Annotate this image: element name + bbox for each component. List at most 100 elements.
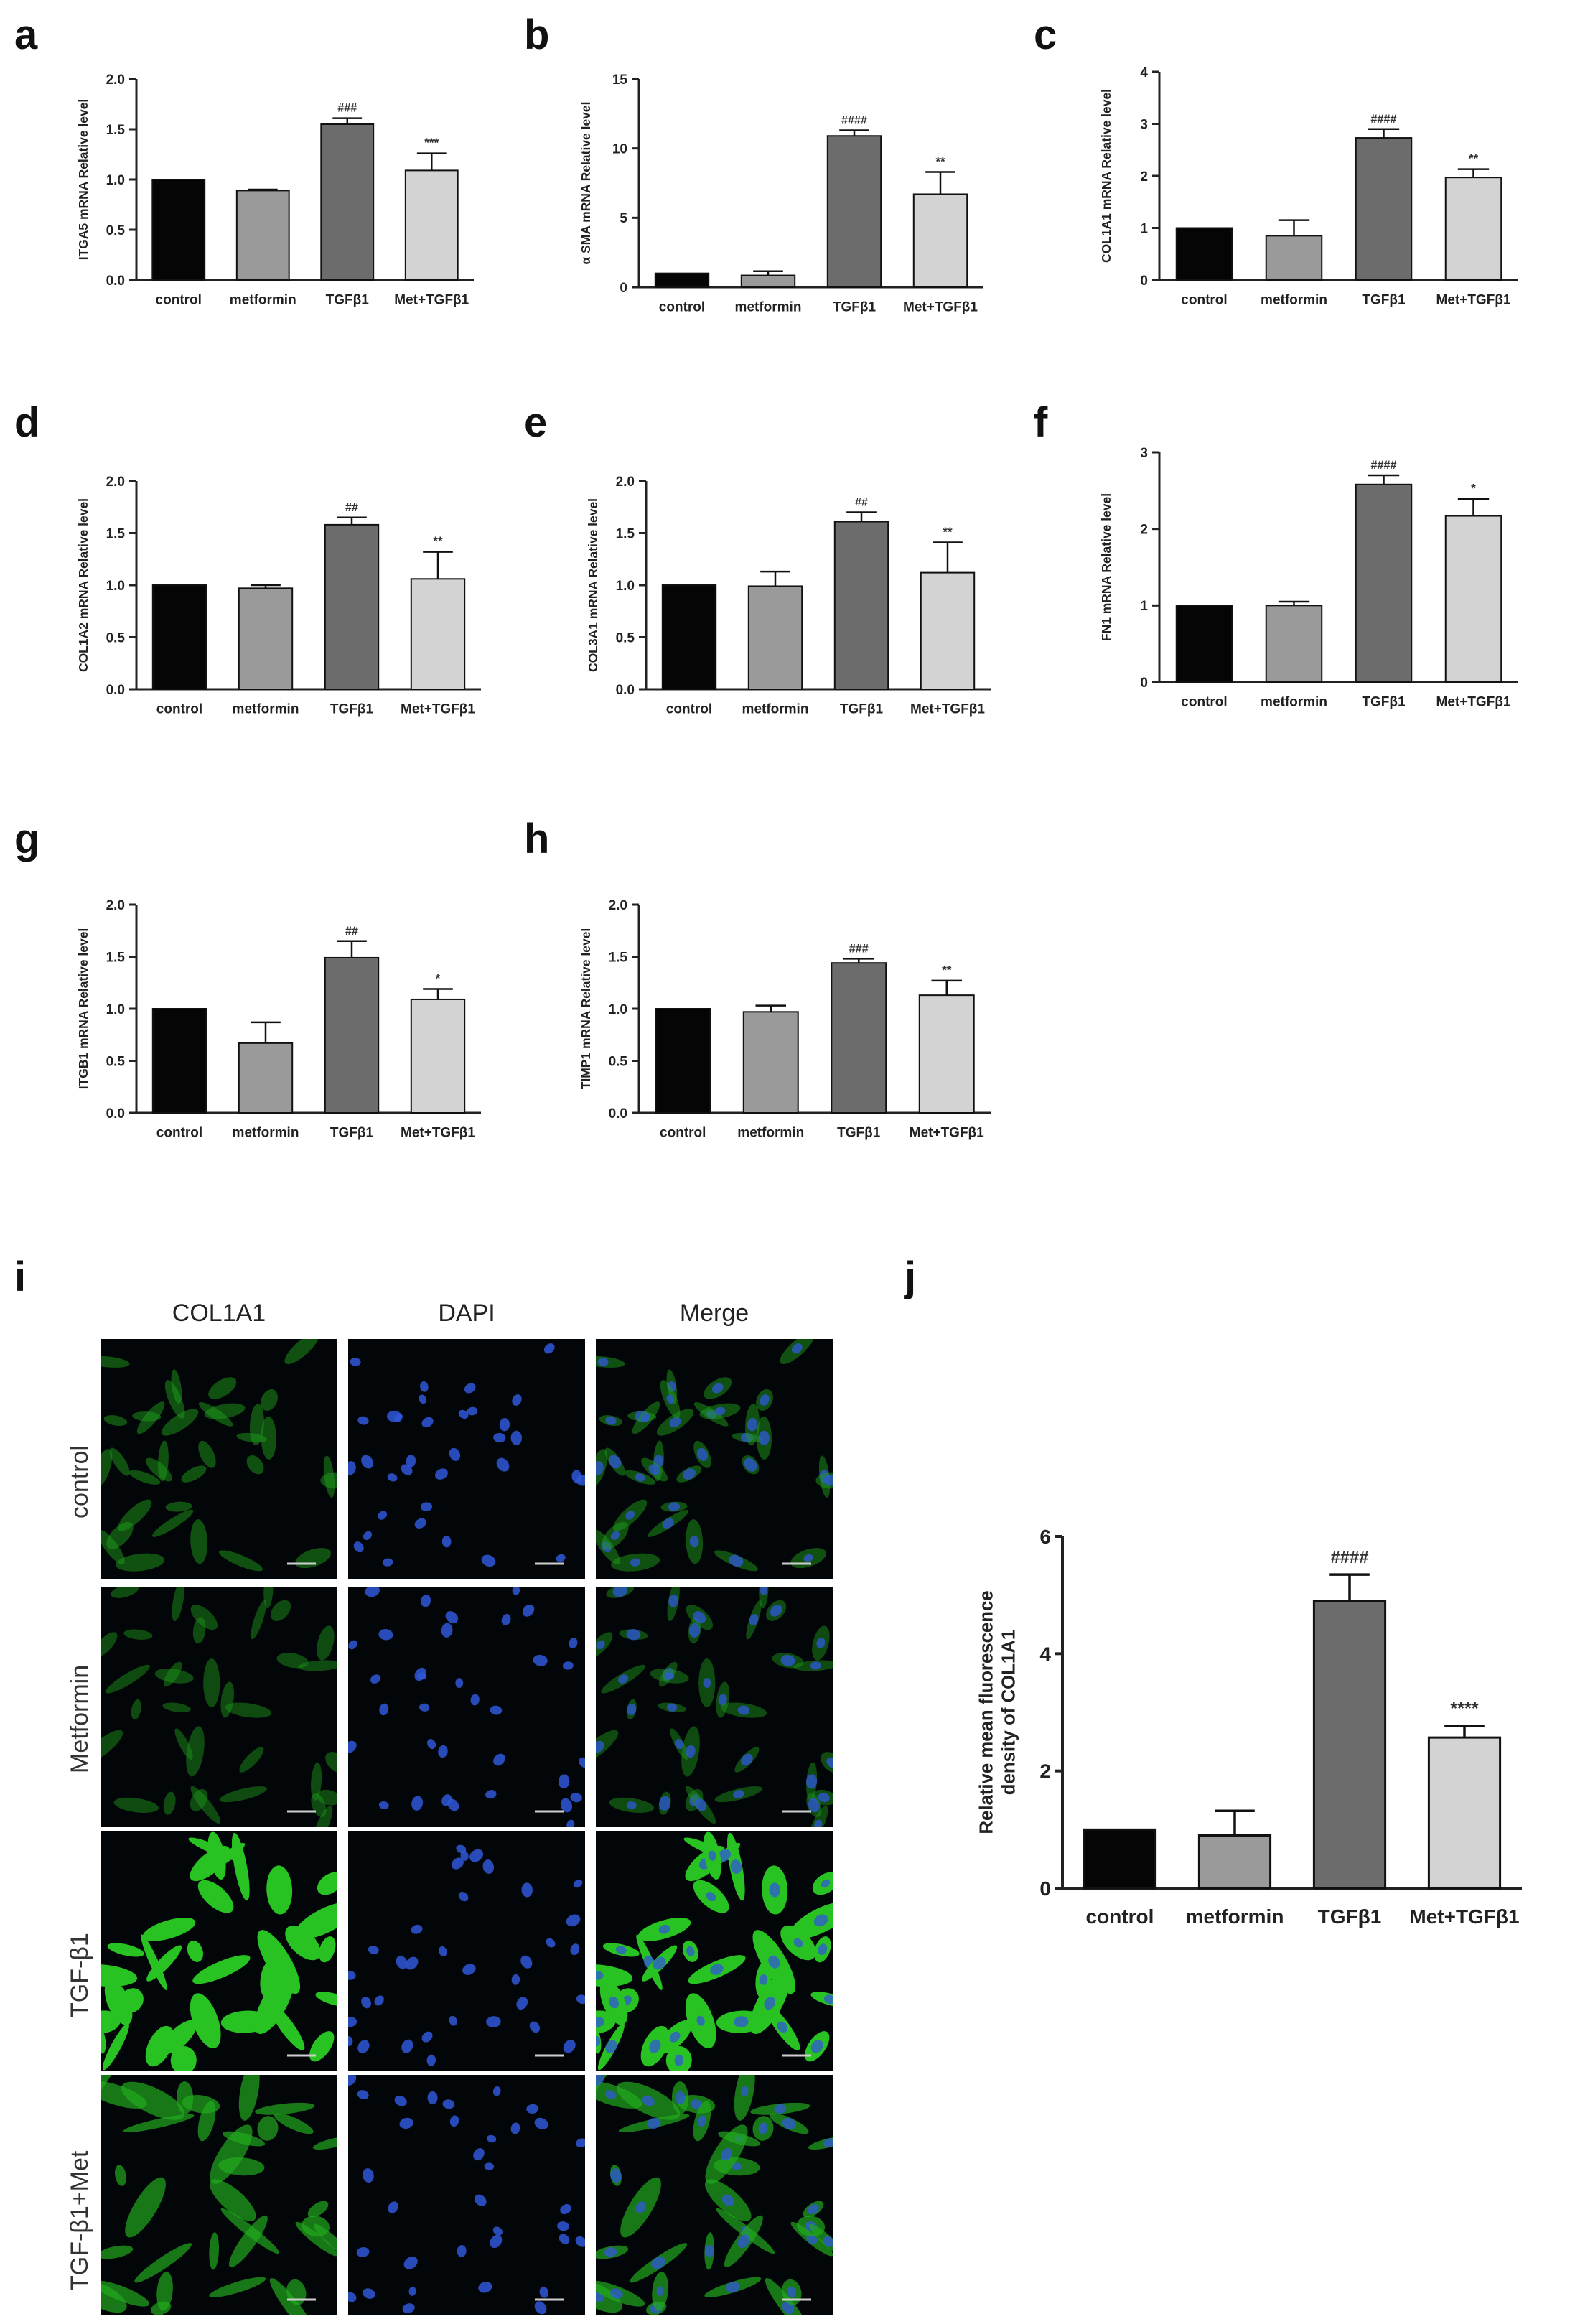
bar-TGFβ1 xyxy=(324,956,380,1114)
bar-Met+TGFβ1 xyxy=(1444,177,1502,281)
y-tick-label: 0.5 xyxy=(616,630,635,645)
significance-marker: ** xyxy=(1469,152,1479,166)
bar-TGFβ1 xyxy=(826,135,882,288)
x-tick-label: Met+TGFβ1 xyxy=(910,1125,984,1140)
x-tick-label: control xyxy=(1086,1905,1154,1928)
x-tick-label: metformin xyxy=(1261,694,1327,709)
y-tick-label: 10 xyxy=(612,142,627,157)
column-header-dapi: DAPI xyxy=(438,1299,495,1327)
x-tick-label: Met+TGFβ1 xyxy=(401,701,475,717)
y-axis-label: COL1A2 mRNA Relative level xyxy=(76,498,90,672)
significance-marker: ## xyxy=(855,496,868,509)
bar-metformin xyxy=(747,585,803,691)
y-axis-label: COL3A1 mRNA Relative level xyxy=(586,498,600,672)
cell-image xyxy=(348,1844,585,2066)
x-tick-label: metformin xyxy=(737,1125,804,1140)
y-axis-label: TIMP1 mRNA Relative level xyxy=(579,928,593,1090)
y-tick-label: 4 xyxy=(1140,65,1148,80)
bar-metformin xyxy=(1265,235,1323,281)
bar-metformin xyxy=(238,1042,294,1114)
error-bar xyxy=(251,1021,281,1043)
panel-letter: e xyxy=(524,399,548,446)
x-tick-label: TGFβ1 xyxy=(330,701,374,717)
significance-marker: ** xyxy=(943,526,953,539)
y-tick-label: 4 xyxy=(1039,1643,1051,1665)
cell-image xyxy=(101,1831,337,2071)
error-bar xyxy=(1368,474,1400,485)
significance-marker: * xyxy=(1471,482,1476,495)
y-tick-label: 3 xyxy=(1140,117,1148,132)
x-tick-label: metformin xyxy=(233,701,299,717)
chart-svg-j: 0 2 4 6 Relative mean fluorescence density of… xyxy=(977,1526,1522,1928)
x-tick-label: control xyxy=(1181,292,1227,307)
significance-marker: #### xyxy=(1371,113,1397,126)
bar-Met+TGFβ1 xyxy=(1444,515,1502,683)
bar-metformin xyxy=(742,1011,799,1114)
bar-Met+TGFβ1 xyxy=(918,994,975,1114)
significance-marker: ## xyxy=(345,501,358,514)
cell-image xyxy=(596,2075,833,2315)
chart-svg-b: 0 5 10 15 α SMA mRNA Relative level control me… xyxy=(579,73,983,314)
error-bar xyxy=(1215,1809,1255,1836)
x-tick-label: control xyxy=(156,701,202,717)
y-tick-label: 1 xyxy=(1140,599,1148,614)
x-tick-label: control xyxy=(660,1125,706,1140)
bar-control xyxy=(151,584,207,690)
x-tick-label: metformin xyxy=(735,299,802,314)
y-axis-label: FN1 mRNA Relative level xyxy=(1099,493,1113,641)
x-tick-label: metformin xyxy=(230,292,296,307)
x-tick-label: Met+TGFβ1 xyxy=(394,292,469,307)
micrograph-tile-merge-1 xyxy=(596,1339,833,1579)
micrograph-tile-dapi-3 xyxy=(348,1831,585,2071)
chart-svg-f: 0 1 2 3 FN1 mRNA Relative level control metfor… xyxy=(1099,446,1518,709)
bar-TGFβ1 xyxy=(1355,483,1413,683)
panel-b-asma-chart: b 0 5 10 15 α SMA mRNA Relative level control… xyxy=(524,14,1019,381)
error-bar xyxy=(337,940,367,958)
error-bar xyxy=(931,979,963,996)
cell-image xyxy=(348,1343,585,1567)
y-tick-label: 2 xyxy=(1140,523,1148,538)
error-bar xyxy=(1278,219,1310,236)
x-tick-label: metformin xyxy=(1186,1905,1284,1928)
y-tick-label: 1.5 xyxy=(616,526,635,541)
x-tick-label: TGFβ1 xyxy=(1362,292,1406,307)
chart-svg-c: 0 1 2 3 4 COL1A1 mRNA Relative level control me… xyxy=(1099,65,1518,307)
error-bar xyxy=(416,152,447,171)
error-bar xyxy=(251,584,281,589)
panel-letter: g xyxy=(14,816,40,862)
error-bar xyxy=(760,570,790,587)
micrograph-tile-dapi-1 xyxy=(348,1339,585,1579)
micrograph-tile-merge-4 xyxy=(596,2075,833,2315)
significance-marker: * xyxy=(436,971,441,985)
y-tick-label: 2.0 xyxy=(106,475,125,490)
panel-c-col1a1-chart: c 0 1 2 3 4 COL1A1 mRNA Relative level control… xyxy=(1034,14,1551,381)
y-tick-label: 0.0 xyxy=(106,1106,125,1121)
x-tick-label: Met+TGFβ1 xyxy=(1409,1905,1519,1928)
column-header-merge: Merge xyxy=(679,1299,749,1327)
micrograph-tile-col1a1-4 xyxy=(101,2075,337,2315)
x-tick-label: TGFβ1 xyxy=(326,292,370,307)
significance-marker: ** xyxy=(942,963,952,977)
panel-e-col3a1-chart: e 0.0 0.5 1.0 1.5 2.0 COL3A1 mRNA Relative le… xyxy=(524,402,1019,775)
significance-marker: #### xyxy=(841,114,867,127)
chart-svg-e: 0.0 0.5 1.0 1.5 2.0 COL3A1 mRNA Relative leve… xyxy=(586,475,991,717)
cell-image xyxy=(596,1831,833,2071)
bar-metformin xyxy=(1197,1834,1272,1890)
y-tick-label: 1.5 xyxy=(106,526,126,541)
y-tick-label: 3 xyxy=(1140,446,1148,461)
bar-metformin xyxy=(1265,605,1323,683)
error-bar xyxy=(1457,168,1490,178)
significance-marker: *** xyxy=(424,136,439,150)
significance-marker: ### xyxy=(337,102,357,115)
y-tick-label: 1.0 xyxy=(616,579,635,594)
bar-control xyxy=(654,272,710,288)
x-tick-label: control xyxy=(659,299,705,314)
panel-d-col1a2-chart: d 0.0 0.5 1.0 1.5 2.0 COL1A2 mRNA Relative le… xyxy=(14,402,510,775)
y-tick-label: 1.5 xyxy=(609,950,628,965)
bar-control xyxy=(151,179,206,281)
x-tick-label: TGFβ1 xyxy=(1318,1905,1382,1928)
error-bar xyxy=(1444,1725,1485,1738)
bar-Met+TGFβ1 xyxy=(920,571,976,690)
bar-control xyxy=(1175,605,1233,683)
